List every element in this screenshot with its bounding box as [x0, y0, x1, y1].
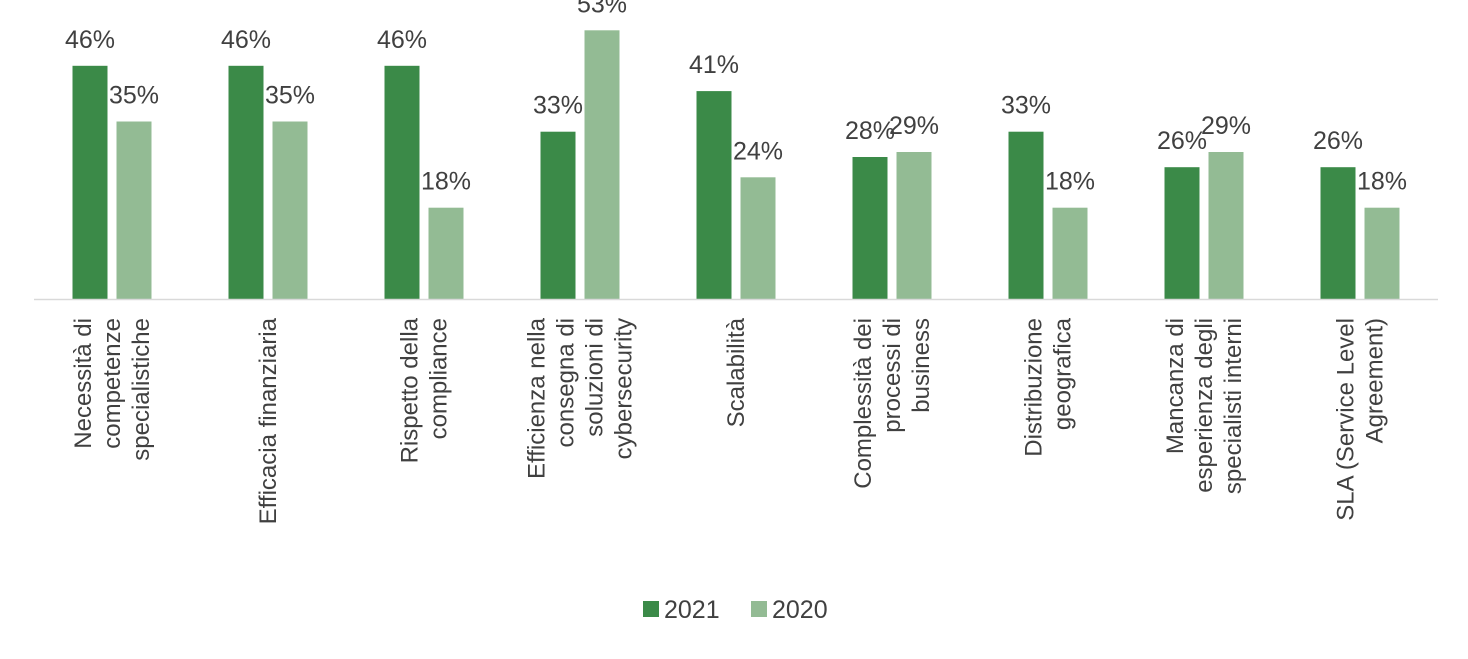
bar-2021-5 [852, 157, 888, 299]
data-label-2020-7: 29% [1201, 112, 1251, 140]
data-label-2021-0: 46% [65, 26, 115, 54]
data-label-2021-7: 26% [1157, 127, 1207, 155]
bars-layer [72, 30, 1400, 300]
category-label-line: Mancanza di [1162, 318, 1189, 454]
category-label-0: Necessità di competenze specialistiche [70, 318, 155, 461]
bar-2020-5 [896, 152, 932, 299]
category-label-line: Efficienza nella [524, 317, 551, 479]
category-label-4: Scalabilità [723, 317, 750, 427]
category-label-2: Rispetto della compliance [397, 317, 453, 463]
category-label-line: processi di [879, 318, 906, 433]
legend-label-2021: 2021 [664, 596, 720, 624]
bar-2020-3 [584, 30, 620, 300]
category-label-line: specialistiche [128, 318, 155, 461]
category-labels-layer: Necessità di competenze specialistiche Effi… [70, 317, 1389, 524]
category-label-line: Necessità di [70, 318, 97, 449]
bar-2020-2 [428, 207, 464, 299]
category-label-7: Mancanza di esperienza degli specialisti i… [1162, 318, 1247, 494]
bar-2020-1 [272, 121, 308, 299]
data-label-2020-2: 18% [421, 168, 471, 196]
data-label-2021-6: 33% [1001, 92, 1051, 120]
category-label-line: compliance [426, 318, 453, 439]
bar-2021-7 [1164, 167, 1200, 299]
data-label-2021-5: 28% [845, 117, 895, 145]
data-label-2020-0: 35% [109, 82, 159, 110]
bar-2021-6 [1008, 131, 1044, 299]
data-label-2020-1: 35% [265, 82, 315, 110]
category-label-5: Complessità dei processi di business [850, 318, 935, 489]
category-label-1: Efficacia finanziaria [255, 317, 282, 524]
category-label-line: Rispetto della [397, 317, 424, 463]
category-label-line: Complessità dei [850, 318, 877, 489]
category-label-6: Distribuzione geografica [1021, 317, 1077, 456]
category-label-line: Efficacia finanziaria [255, 317, 282, 524]
data-label-2020-5: 29% [889, 112, 939, 140]
data-label-2020-3: 53% [577, 0, 627, 18]
category-label-line: SLA (Service Level [1333, 318, 1360, 521]
category-label-line: soluzioni di [582, 318, 609, 437]
data-label-2020-6: 18% [1045, 168, 1095, 196]
bar-2020-0 [116, 121, 152, 299]
category-label-line: esperienza degli [1191, 318, 1218, 493]
bar-2020-7 [1208, 152, 1244, 299]
data-label-2021-3: 33% [533, 92, 583, 120]
bar-2021-1 [228, 65, 264, 299]
bar-2020-4 [740, 177, 776, 299]
category-label-line: business [908, 318, 935, 413]
data-label-2021-4: 41% [689, 51, 739, 79]
category-label-3: Efficienza nella consegna di soluzioni di c… [524, 317, 638, 479]
category-label-line: specialisti interni [1220, 318, 1247, 494]
legend-swatch-2020 [751, 601, 767, 617]
data-label-2021-2: 46% [377, 26, 427, 54]
category-label-line: Agreement) [1362, 318, 1389, 443]
data-label-2021-1: 46% [221, 26, 271, 54]
bar-2021-0 [72, 65, 108, 299]
data-label-2020-8: 18% [1357, 168, 1407, 196]
bar-2021-8 [1320, 167, 1356, 299]
bar-2021-4 [696, 91, 732, 299]
bar-2020-6 [1052, 207, 1088, 299]
category-label-line: Distribuzione [1021, 318, 1048, 457]
legend: 2021 2020 [643, 596, 828, 624]
legend-swatch-2021 [643, 601, 659, 617]
bar-2021-2 [384, 65, 420, 299]
category-label-line: cybersecurity [611, 318, 638, 459]
category-label-8: SLA (Service Level Agreement) [1333, 318, 1389, 521]
category-label-line: competenze [99, 318, 126, 449]
data-label-2020-4: 24% [733, 137, 783, 165]
category-label-line: consegna di [553, 318, 580, 447]
bar-2021-3 [540, 131, 576, 299]
data-labels-layer: 46%35%46%35%46%18%33%53%41%24%28%29%33%1… [65, 0, 1407, 196]
bar-2020-8 [1364, 207, 1400, 299]
legend-label-2020: 2020 [772, 596, 828, 624]
data-label-2021-8: 26% [1313, 127, 1363, 155]
category-label-line: geografica [1050, 317, 1077, 430]
category-label-line: Scalabilità [723, 317, 750, 427]
